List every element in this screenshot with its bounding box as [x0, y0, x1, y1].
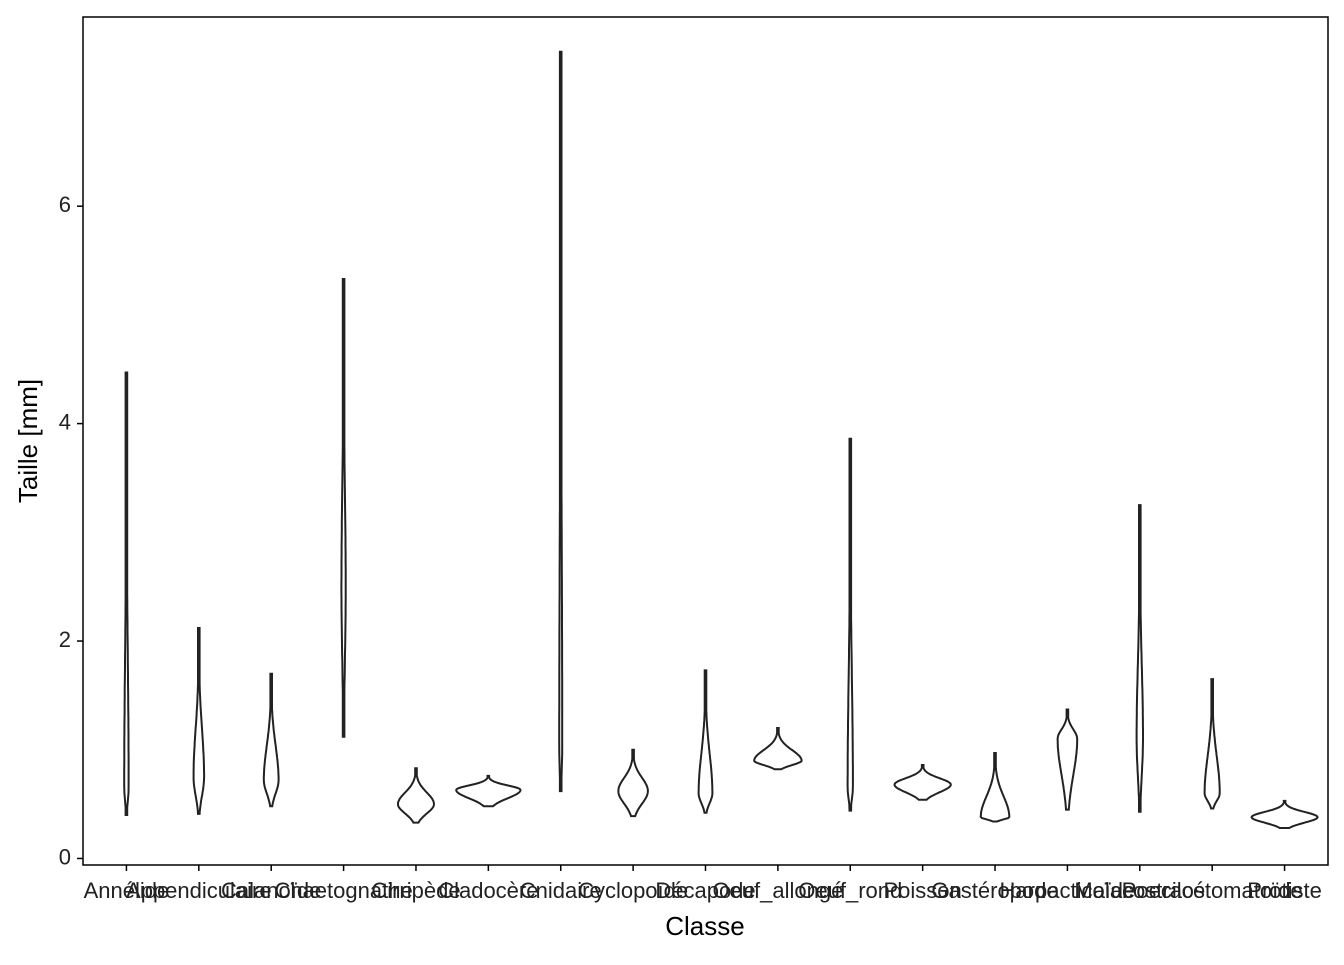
x-tick-label: Décapode: [655, 878, 755, 903]
violin: [617, 748, 649, 818]
x-tick-label: Protiste: [1247, 878, 1322, 903]
x-tick-label: Appendiculaire: [126, 878, 272, 903]
violin: [455, 774, 522, 808]
violin: [753, 727, 803, 771]
x-tick-label: Malacostracé: [1074, 878, 1205, 903]
violin: [1135, 504, 1144, 813]
plot-frame: [82, 16, 1329, 866]
x-tick-label: Calanoïde: [221, 878, 321, 903]
violin: [340, 278, 347, 738]
x-tick-label: Oeuf_allongé: [712, 878, 843, 903]
x-tick-label: Cnidaire: [520, 878, 602, 903]
y-tick-label: 4: [59, 409, 71, 434]
x-tick-label: Cyclopoïde: [578, 878, 688, 903]
violin: [262, 672, 280, 808]
x-tick-label: Harpacticoïde: [1000, 878, 1136, 903]
violin: [846, 437, 854, 812]
x-tick-label: Chaetognathe: [274, 878, 412, 903]
x-tick-label: Oeuf_rond: [798, 878, 902, 903]
violin: [979, 752, 1011, 823]
x-axis-title: Classe: [665, 911, 744, 941]
violin: [123, 371, 130, 816]
violin: [1056, 708, 1079, 811]
violin: [192, 627, 206, 815]
violin: [893, 764, 952, 801]
x-tick-label: Cirripède: [371, 878, 460, 903]
violin: [1250, 799, 1319, 829]
violin: [1203, 678, 1221, 810]
x-tick-label: Annélide: [84, 878, 170, 903]
x-tick-label: Poecilostomatoïde: [1122, 878, 1303, 903]
y-tick-label: 2: [59, 627, 71, 652]
y-tick-label: 0: [59, 844, 71, 869]
y-axis-title: Taille [mm]: [13, 379, 43, 503]
x-tick-label: Poisson: [884, 878, 962, 903]
x-tick-label: Cladocère: [438, 878, 538, 903]
x-tick-label: Gastéropode: [931, 878, 1058, 903]
violin: [697, 669, 714, 814]
violin: [397, 767, 436, 824]
y-tick-label: 6: [59, 192, 71, 217]
violin: [558, 50, 564, 793]
